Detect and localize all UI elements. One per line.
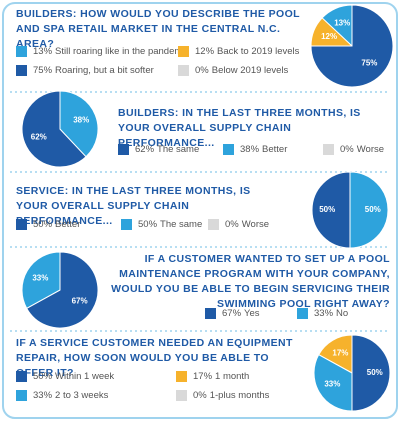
legend-swatch <box>16 65 27 76</box>
slice-label: 33% <box>324 380 340 389</box>
legend-swatch <box>16 371 27 382</box>
legend-swatch <box>178 46 189 57</box>
legend-label: Worse <box>241 219 270 230</box>
legend-label: Yes <box>244 308 260 319</box>
legend-item: 33% 2 to 3 weeks <box>16 390 108 401</box>
slice-label: 17% <box>332 348 348 357</box>
separators <box>10 91 390 332</box>
slice-label: 50% <box>365 205 381 214</box>
legend-item: 17% 1 month <box>176 371 249 382</box>
legend-swatch <box>223 144 234 155</box>
legend-item: 0% Below 2019 levels <box>178 65 288 76</box>
slice-label: 62% <box>31 133 47 142</box>
legend-swatch <box>297 308 308 319</box>
legend-label: No <box>336 308 349 319</box>
legend-value: 67% <box>222 308 242 319</box>
legend-label: Better <box>262 144 288 155</box>
pie-slice <box>351 334 391 412</box>
legend-item: 33% No <box>297 308 348 319</box>
legend-value: 0% <box>225 219 239 230</box>
legend-label: Below 2019 levels <box>211 65 289 76</box>
legend-swatch <box>16 390 27 401</box>
legend-swatch <box>323 144 334 155</box>
legend-label: Back to 2019 levels <box>217 46 300 57</box>
legend-label: Within 1 week <box>55 371 115 382</box>
legend-item: 0% Worse <box>323 144 384 155</box>
slice-label: 67% <box>72 297 88 306</box>
legend-item: 0% 1-plus months <box>176 390 269 401</box>
legend-swatch <box>205 308 216 319</box>
legend-value: 33% <box>314 308 334 319</box>
legend-label: 1-plus months <box>209 390 270 401</box>
legend-value: 75% <box>33 65 53 76</box>
legend-label: Still roaring like in the pandemic <box>55 46 190 57</box>
legend-value: 38% <box>240 144 260 155</box>
legend-swatch <box>178 65 189 76</box>
chart-title: BUILDERS: HOW WOULD YOU DESCRIBE THE POO… <box>16 8 300 50</box>
legend-value: 17% <box>193 371 213 382</box>
legend-item: 13% Still roaring like in the pandemic <box>16 46 189 57</box>
legend-item: 50% Better <box>16 219 80 230</box>
pie-slice <box>311 171 351 249</box>
legend-value: 0% <box>340 144 354 155</box>
legend-swatch <box>16 219 27 230</box>
legend-value: 12% <box>195 46 215 57</box>
pie-slice <box>26 251 99 329</box>
pie-slice <box>310 4 394 88</box>
pie-slice <box>349 171 389 249</box>
legend-label: Worse <box>356 144 385 155</box>
slice-label: 38% <box>73 116 89 125</box>
legend-swatch <box>16 46 27 57</box>
chart-title: IF A SERVICE CUSTOMER NEEDED AN EQUIPMEN… <box>16 337 293 379</box>
legend-item: 67% Yes <box>205 308 260 319</box>
legend-value: 50% <box>138 219 158 230</box>
legend-label: The same <box>157 144 200 155</box>
slice-label: 75% <box>361 59 377 68</box>
slice-label: 13% <box>334 19 350 28</box>
legend-label: Roaring, but a bit softer <box>55 65 154 76</box>
legend-swatch <box>176 390 187 401</box>
legend-value: 62% <box>135 144 155 155</box>
legend-value: 33% <box>33 390 53 401</box>
chart-title: IF A CUSTOMER WANTED TO SET UP A POOL MA… <box>111 253 390 310</box>
legend-swatch <box>118 144 129 155</box>
legend-value: 50% <box>33 219 53 230</box>
slice-label: 50% <box>367 368 383 377</box>
legend-value: 0% <box>195 65 209 76</box>
chart-title: BUILDERS: IN THE LAST THREE MONTHS, IS Y… <box>118 107 361 149</box>
legend-item: 62% The same <box>118 144 199 155</box>
pie-slice <box>59 90 99 158</box>
legend-item: 50% Within 1 week <box>16 371 114 382</box>
legend-swatch <box>121 219 132 230</box>
legend-swatch <box>208 219 219 230</box>
pie-slice <box>21 90 87 168</box>
legend-label: The same <box>160 219 203 230</box>
legend-value: 50% <box>33 371 53 382</box>
legend-label: 2 to 3 weeks <box>55 390 109 401</box>
slice-label: 50% <box>319 205 335 214</box>
legend-label: Better <box>55 219 81 230</box>
legend-item: 50% The same <box>121 219 202 230</box>
legend-item: 38% Better <box>223 144 287 155</box>
legend-swatch <box>176 371 187 382</box>
pie-slice <box>21 251 61 309</box>
pie-slice <box>313 354 353 412</box>
legend-value: 13% <box>33 46 53 57</box>
legend-label: 1 month <box>215 371 250 382</box>
legend-item: 75% Roaring, but a bit softer <box>16 65 154 76</box>
legend-item: 12% Back to 2019 levels <box>178 46 299 57</box>
legend-item: 0% Worse <box>208 219 269 230</box>
legend-value: 0% <box>193 390 207 401</box>
slice-label: 12% <box>321 32 337 41</box>
chart-title: SERVICE: IN THE LAST THREE MONTHS, IS YO… <box>16 185 251 227</box>
slice-label: 33% <box>32 274 48 283</box>
